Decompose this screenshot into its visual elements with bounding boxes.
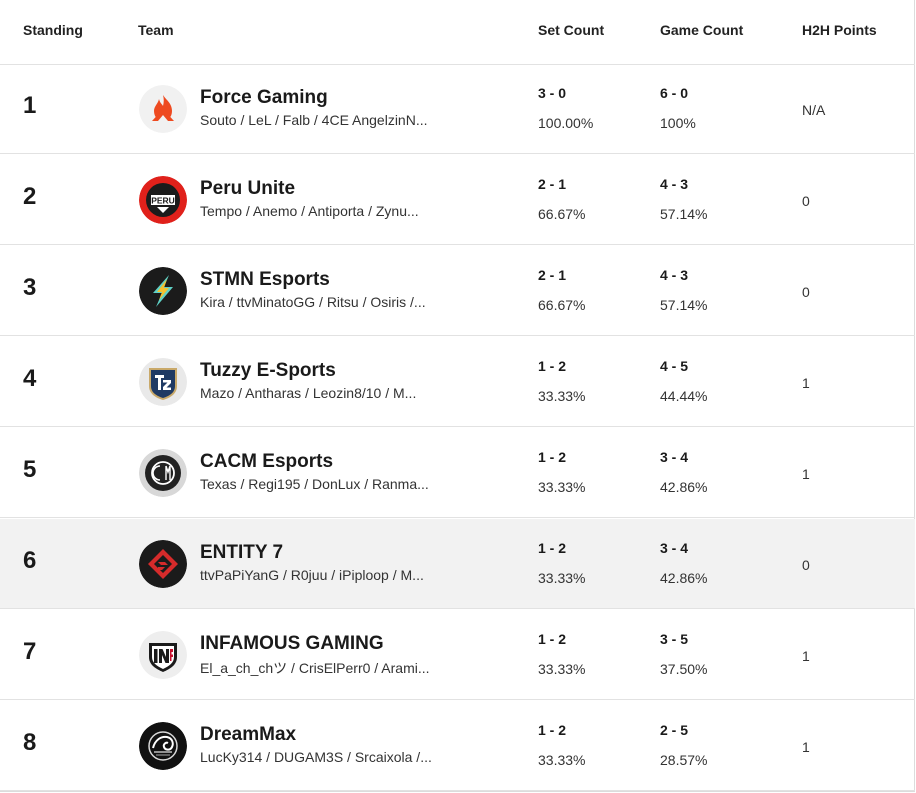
- set-record: 2 - 1: [538, 267, 567, 283]
- standing-number: 3: [23, 274, 37, 301]
- set-percentage: 33.33%: [538, 570, 586, 586]
- game-record: 2 - 5: [660, 722, 689, 738]
- standing-number: 1: [23, 92, 37, 119]
- game-record: 3 - 5: [660, 631, 689, 647]
- h2h-points: 1: [802, 648, 810, 664]
- header-team[interactable]: Team: [138, 22, 174, 38]
- standing-number: 7: [23, 638, 37, 665]
- game-record: 4 - 3: [660, 267, 689, 283]
- team-roster: Texas / Regi195 / DonLux / Ranma...: [200, 476, 429, 492]
- h2h-points: N/A: [802, 102, 826, 118]
- team-name[interactable]: Force Gaming: [200, 87, 328, 108]
- table-header: Standing Team Set Count Game Count H2H P…: [0, 0, 915, 65]
- set-record: 1 - 2: [538, 722, 567, 738]
- game-percentage: 37.50%: [660, 661, 708, 677]
- cacm-esports-logo-icon: [139, 449, 187, 497]
- game-record: 6 - 0: [660, 85, 689, 101]
- force-gaming-logo-icon: [139, 85, 187, 133]
- set-percentage: 66.67%: [538, 297, 586, 313]
- team-roster: ttvPaPiYanG / R0juu / iPiploop / M...: [200, 567, 424, 583]
- team-roster: El_a_ch_chツ / CrisElPerr0 / Arami...: [200, 660, 430, 676]
- tuzzy-esports-logo-icon: [139, 358, 187, 406]
- team-name[interactable]: Tuzzy E-Sports: [200, 360, 336, 381]
- game-percentage: 44.44%: [660, 388, 708, 404]
- team-name[interactable]: ENTITY 7: [200, 542, 284, 563]
- table-row[interactable]: 4 Tuzzy E-Sports Mazo / Antharas / Leozi…: [0, 337, 915, 427]
- set-percentage: 100.00%: [538, 115, 594, 131]
- set-record: 1 - 2: [538, 358, 567, 374]
- set-percentage: 33.33%: [538, 752, 586, 768]
- table-row[interactable]: 8 DreamMax LucKy314 / DUGAM3S / Srcaixol…: [0, 701, 915, 791]
- set-percentage: 33.33%: [538, 388, 586, 404]
- team-roster: LucKy314 / DUGAM3S / Srcaixola /...: [200, 749, 432, 765]
- table-row[interactable]: 7 INFAMOUS GAMING El_a_ch_chツ / CrisElPe…: [0, 610, 915, 700]
- set-percentage: 33.33%: [538, 661, 586, 677]
- h2h-points: 1: [802, 466, 810, 482]
- game-percentage: 42.86%: [660, 570, 708, 586]
- set-record: 1 - 2: [538, 631, 567, 647]
- team-name[interactable]: Peru Unite: [200, 178, 296, 199]
- header-set-count[interactable]: Set Count: [538, 22, 605, 38]
- team-roster: Kira / ttvMinatoGG / Ritsu / Osiris /...: [200, 294, 426, 310]
- set-record: 1 - 2: [538, 449, 567, 465]
- team-name[interactable]: DreamMax: [200, 724, 297, 745]
- standing-number: 8: [23, 729, 37, 756]
- header-game-count[interactable]: Game Count: [660, 22, 744, 38]
- entity7-logo-icon: [139, 540, 187, 588]
- set-record: 3 - 0: [538, 85, 567, 101]
- set-record: 1 - 2: [538, 540, 567, 556]
- h2h-points: 0: [802, 557, 810, 573]
- table-row[interactable]: 6 ENTITY 7 ttvPaPiYanG / R0juu / iPiploo…: [0, 519, 915, 609]
- game-record: 4 - 3: [660, 176, 689, 192]
- infamous-gaming-logo-icon: [139, 631, 187, 679]
- team-name[interactable]: INFAMOUS GAMING: [200, 633, 384, 654]
- header-h2h-points[interactable]: H2H Points: [802, 22, 877, 38]
- svg-text:PERU: PERU: [151, 196, 175, 206]
- set-percentage: 33.33%: [538, 479, 586, 495]
- stmn-esports-logo-icon: [139, 267, 187, 315]
- set-percentage: 66.67%: [538, 206, 586, 222]
- h2h-points: 0: [802, 193, 810, 209]
- table-row[interactable]: 1 Force Gaming Souto / LeL / Falb / 4CE …: [0, 64, 915, 154]
- team-roster: Tempo / Anemo / Antiporta / Zynu...: [200, 203, 419, 219]
- h2h-points: 0: [802, 284, 810, 300]
- game-record: 3 - 4: [660, 449, 689, 465]
- team-name[interactable]: CACM Esports: [200, 451, 334, 472]
- team-name[interactable]: STMN Esports: [200, 269, 330, 290]
- dreammax-logo-icon: [139, 722, 187, 770]
- game-percentage: 100%: [660, 115, 696, 131]
- standing-number: 5: [23, 456, 37, 483]
- team-roster: Souto / LeL / Falb / 4CE AngelzinN...: [200, 112, 428, 128]
- game-percentage: 28.57%: [660, 752, 708, 768]
- standing-number: 4: [23, 365, 37, 392]
- game-record: 3 - 4: [660, 540, 689, 556]
- standing-number: 2: [23, 183, 37, 210]
- game-percentage: 57.14%: [660, 297, 708, 313]
- h2h-points: 1: [802, 375, 810, 391]
- table-row[interactable]: 5 CACM Esports Texas / Regi195 / DonLux …: [0, 428, 915, 518]
- table-row[interactable]: 3 STMN Esports Kira / ttvMinatoGG / Rits…: [0, 246, 915, 336]
- game-percentage: 57.14%: [660, 206, 708, 222]
- game-percentage: 42.86%: [660, 479, 708, 495]
- peru-unite-logo-icon: PERU: [139, 176, 187, 224]
- standing-number: 6: [23, 547, 37, 574]
- header-standing[interactable]: Standing: [23, 22, 83, 38]
- table-row[interactable]: 2 PERU Peru Unite Tempo / Anemo / Antipo…: [0, 155, 915, 245]
- game-record: 4 - 5: [660, 358, 689, 374]
- h2h-points: 1: [802, 739, 810, 755]
- team-roster: Mazo / Antharas / Leozin8/10 / M...: [200, 385, 417, 401]
- set-record: 2 - 1: [538, 176, 567, 192]
